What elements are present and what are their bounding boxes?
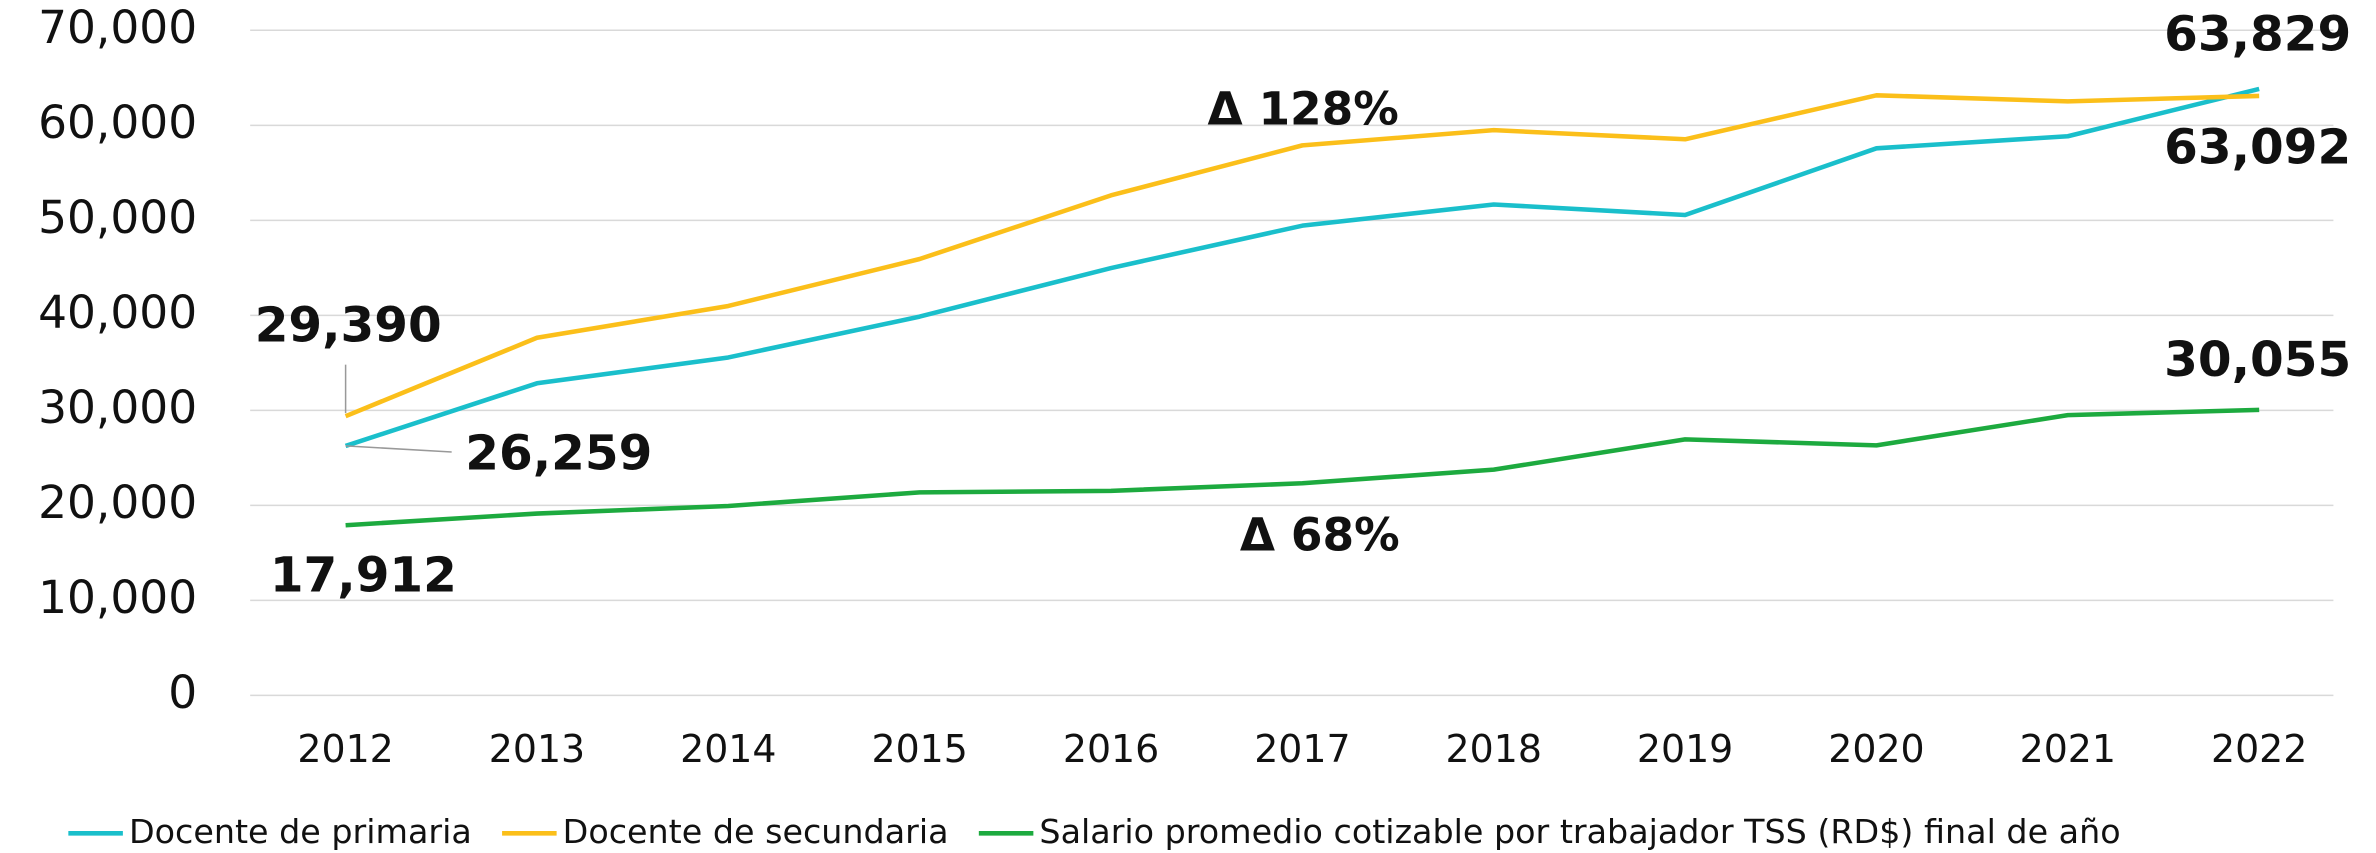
leader-line: [345, 445, 452, 453]
value-label: 30,055: [2164, 332, 2351, 388]
x-tick-label: 2020: [1828, 727, 1924, 771]
series-line: [345, 407, 2260, 528]
y-tick-label: 0: [168, 666, 197, 719]
x-tick-label: 2018: [1446, 727, 1542, 771]
y-tick-label: 20,000: [38, 476, 197, 529]
y-tick-label: 60,000: [38, 96, 197, 149]
x-tick-label: 2019: [1637, 727, 1733, 771]
series-line: [344, 93, 2260, 419]
annotation: Δ 68%: [1240, 508, 1400, 561]
value-label: 29,390: [255, 297, 442, 353]
y-tick-label: 70,000: [38, 1, 197, 54]
x-tick-label: 2014: [680, 727, 776, 771]
x-tick-label: 2021: [2020, 727, 2116, 771]
value-label: 63,829: [2164, 6, 2351, 62]
x-tick-label: 2017: [1254, 727, 1350, 771]
x-tick-label: 2022: [2211, 727, 2307, 771]
y-tick-label: 30,000: [38, 381, 197, 434]
x-tick-label: 2012: [297, 727, 393, 771]
annotation: Δ 128%: [1207, 83, 1398, 136]
legend-label: Salario promedio cotizable por trabajado…: [1039, 812, 2120, 851]
series-line: [344, 86, 2260, 449]
value-label: 26,259: [465, 426, 652, 482]
value-label: 63,092: [2164, 119, 2351, 175]
y-tick-label: 50,000: [38, 191, 197, 244]
x-tick-label: 2013: [489, 727, 585, 771]
legend-label: Docente de secundaria: [563, 812, 949, 851]
x-tick-label: 2016: [1063, 727, 1159, 771]
y-tick-label: 10,000: [38, 571, 197, 624]
y-tick-label: 40,000: [38, 286, 197, 339]
value-label: 17,912: [270, 547, 457, 603]
x-tick-label: 2015: [871, 727, 967, 771]
legend-label: Docente de primaria: [129, 812, 472, 851]
